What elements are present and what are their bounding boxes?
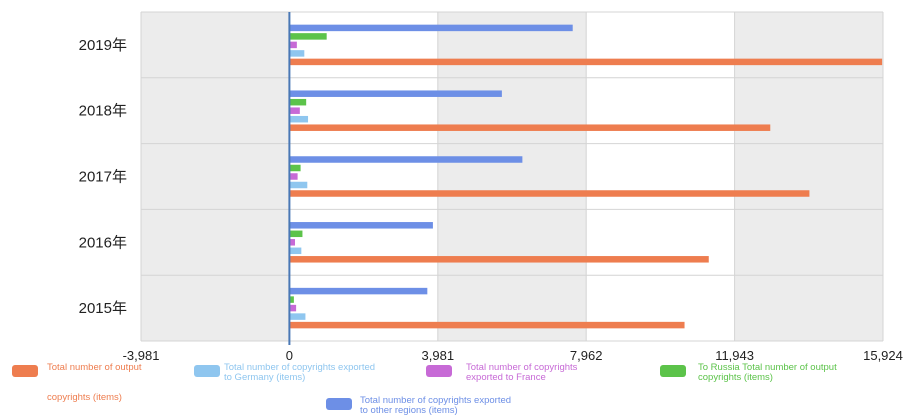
x-tick-label: 11,943 <box>715 348 754 363</box>
grid-band <box>437 12 587 341</box>
x-tick-label: -3,981 <box>123 348 160 363</box>
bar <box>289 33 327 40</box>
bar <box>289 156 523 163</box>
legend-swatch <box>12 365 38 377</box>
legend-label: Total number of output <box>47 362 142 373</box>
bar <box>289 181 308 189</box>
legend-label: to Germany (items) <box>224 372 305 383</box>
bar <box>289 296 294 303</box>
bar <box>289 239 295 246</box>
bar <box>289 313 306 320</box>
grid-band <box>141 12 290 341</box>
bar <box>289 58 883 66</box>
bar <box>289 124 771 131</box>
legend-label: To Russia Total number of output <box>698 362 837 373</box>
bar <box>289 164 301 172</box>
bar <box>289 304 297 312</box>
legend-label: Total number of copyrights exported <box>224 362 375 373</box>
x-tick-label: 15,924 <box>863 348 903 363</box>
bar <box>289 247 302 255</box>
x-tick-label: 0 <box>286 348 293 363</box>
legend-swatch <box>426 365 452 377</box>
category-label: 2015年 <box>79 300 127 317</box>
legend-swatch <box>326 398 352 410</box>
bar <box>289 107 300 114</box>
bar <box>289 190 810 197</box>
bar <box>289 115 309 123</box>
bar <box>289 173 298 180</box>
legend-label: Total number of copyrights <box>466 362 578 373</box>
bar <box>289 321 685 329</box>
legend-label: exported to France <box>466 372 546 383</box>
legend-label: Total number of copyrights exported <box>360 395 511 406</box>
bar <box>289 230 303 238</box>
legend-label: copyrights (items) <box>47 392 122 403</box>
bar <box>289 41 297 49</box>
legend-swatch <box>194 365 220 377</box>
bar <box>289 256 709 263</box>
bar <box>289 98 307 106</box>
bar <box>289 287 428 295</box>
legend-swatch <box>660 365 686 377</box>
bar <box>289 50 305 57</box>
grid-band <box>734 12 883 341</box>
legend-label: copyrights (items) <box>698 372 773 383</box>
bar <box>289 222 433 229</box>
legend-label: to other regions (items) <box>360 405 458 416</box>
bar <box>289 90 502 97</box>
x-tick-label: 3,981 <box>422 348 455 363</box>
category-label: 2017年 <box>79 169 127 186</box>
category-label: 2016年 <box>79 234 127 251</box>
x-tick-label: 7,962 <box>570 348 603 363</box>
category-label: 2018年 <box>79 103 127 120</box>
bar <box>289 24 573 32</box>
category-label: 2019年 <box>79 37 127 54</box>
